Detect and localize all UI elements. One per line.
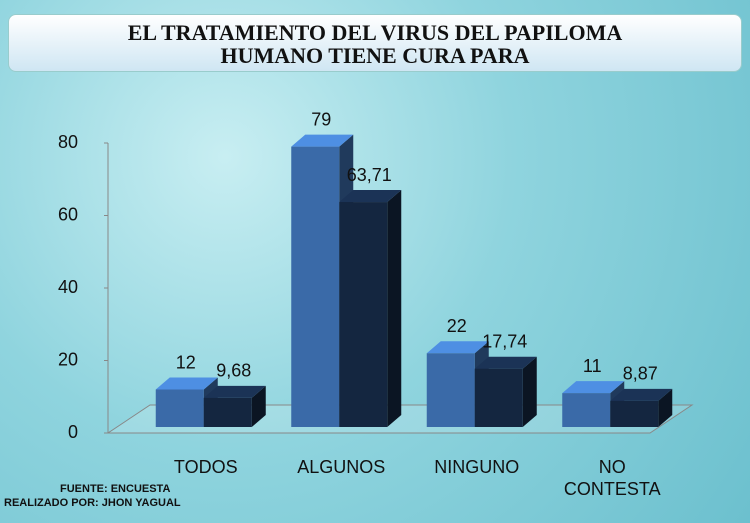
y-tick-label: 40 [58, 277, 78, 297]
data-label: 9,68 [216, 361, 251, 381]
data-label: 79 [311, 109, 331, 129]
bar-top [610, 388, 673, 401]
bar-side [658, 388, 673, 427]
bar-top [155, 377, 218, 390]
y-tick-label: 60 [58, 204, 78, 224]
bar-top [291, 134, 354, 147]
author: REALIZADO POR: JHON YAGUAL [4, 497, 181, 509]
x-tick-label: ALGUNOS [297, 457, 386, 477]
data-label: 63,71 [347, 165, 392, 185]
y-tick-label: 20 [58, 349, 78, 369]
bar-top [426, 341, 489, 354]
x-tick-label: NINGUNO [434, 457, 520, 477]
y-tick-label: 0 [68, 422, 78, 442]
data-label: 11 [583, 356, 602, 376]
bar-side [387, 190, 402, 427]
data-label: 17,74 [482, 331, 527, 351]
x-tick-label: TODOS [173, 457, 238, 477]
bar-side [251, 385, 266, 427]
bar [291, 146, 340, 427]
bar-top [474, 356, 537, 369]
y-tick-label: 80 [58, 132, 78, 152]
data-label: 8,87 [623, 364, 658, 384]
bar [203, 397, 252, 427]
bar [426, 353, 475, 427]
bar-top [562, 381, 625, 394]
bar [339, 202, 388, 427]
bar [610, 400, 659, 427]
bar [562, 393, 611, 427]
bar-side [522, 356, 537, 427]
bar-top [203, 385, 266, 398]
bar [155, 389, 204, 427]
bar-top [339, 190, 402, 203]
data-label: 22 [447, 316, 467, 336]
chart-title: EL TRATAMIENTO DEL VIRUS DEL PAPILOMA HU… [8, 14, 742, 72]
bar [474, 368, 523, 427]
data-label: 12 [176, 352, 196, 372]
x-tick-label: NO CONTESTA [563, 457, 661, 499]
source: FUENTE: ENCUESTA [60, 483, 171, 495]
